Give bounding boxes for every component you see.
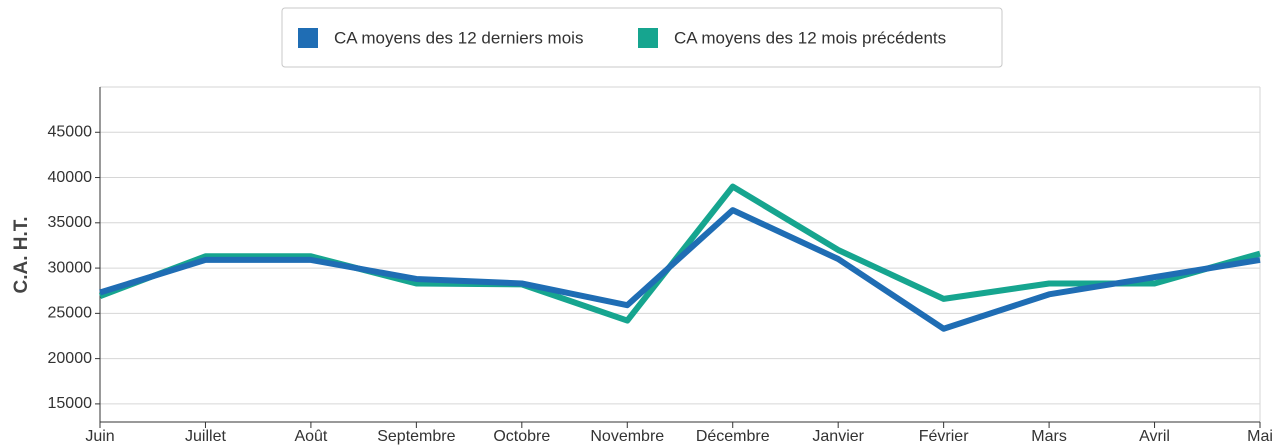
x-tick-label: Juin bbox=[85, 428, 114, 445]
x-tick-label: Décembre bbox=[696, 428, 770, 445]
y-axis-label: C.A. H.T. bbox=[11, 216, 32, 293]
y-tick-label: 40000 bbox=[48, 169, 93, 186]
x-tick-label: Avril bbox=[1139, 428, 1170, 445]
y-tick-label: 15000 bbox=[48, 395, 93, 412]
series-line bbox=[98, 183, 1261, 324]
x-tick-label: Août bbox=[294, 428, 327, 445]
x-tick-label: Septembre bbox=[377, 428, 455, 445]
x-tick-label: Mai bbox=[1247, 428, 1273, 445]
legend-label: CA moyens des 12 derniers mois bbox=[334, 28, 583, 47]
y-tick-label: 30000 bbox=[48, 259, 93, 276]
x-tick-label: Novembre bbox=[590, 428, 664, 445]
legend-swatch bbox=[638, 28, 658, 48]
x-tick-label: Mars bbox=[1031, 428, 1067, 445]
x-tick-label: Octobre bbox=[493, 428, 550, 445]
series-line bbox=[99, 207, 1261, 332]
x-tick-label: Janvier bbox=[812, 428, 864, 445]
legend-label: CA moyens des 12 mois précédents bbox=[674, 28, 946, 47]
y-tick-label: 20000 bbox=[48, 350, 93, 367]
y-tick-label: 35000 bbox=[48, 214, 93, 231]
y-tick-label: 25000 bbox=[48, 305, 93, 322]
y-tick-label: 45000 bbox=[48, 123, 93, 140]
legend-swatch bbox=[298, 28, 318, 48]
x-tick-label: Juillet bbox=[185, 428, 226, 445]
x-tick-label: Février bbox=[919, 428, 969, 445]
